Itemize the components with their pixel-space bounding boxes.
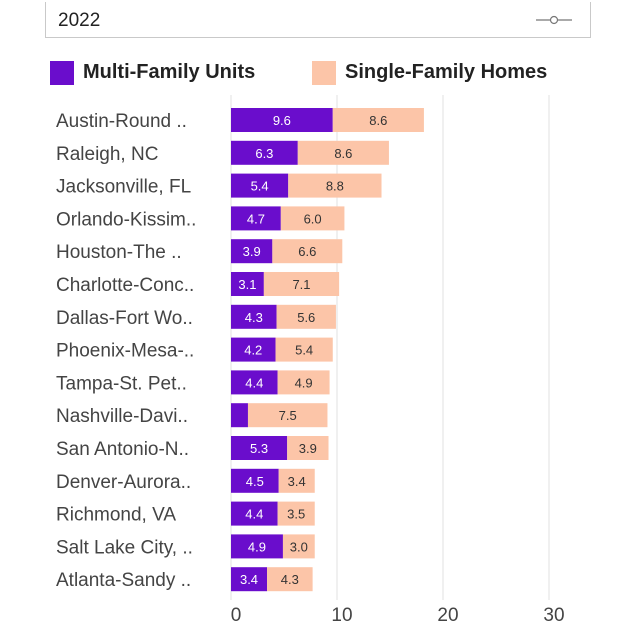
bar-single-family (276, 304, 336, 329)
bar-single-family (278, 468, 315, 493)
x-tick-label: 0 (231, 605, 242, 623)
bar-single-family (288, 173, 382, 198)
bar-multi-family (231, 239, 273, 264)
bar-multi-family (231, 436, 288, 460)
data-label-multi-family: 6.3 (255, 146, 273, 161)
data-label-multi-family: 4.2 (244, 343, 262, 358)
category-label: Denver-Aurora.. (56, 472, 191, 493)
category-label: Atlanta-Sandy .. (56, 570, 191, 591)
data-label-single-family: 7.5 (279, 408, 297, 423)
data-label-single-family: 5.4 (295, 343, 313, 358)
category-label: Orlando-Kissim.. (56, 209, 196, 230)
data-label-multi-family: 5.4 (251, 179, 269, 194)
category-label: Raleigh, NC (56, 144, 158, 165)
year-selector[interactable]: 2022 (45, 2, 591, 38)
bar-single-family (267, 567, 313, 592)
category-label: Tampa-St. Pet.. (56, 373, 187, 394)
bar-single-family (247, 403, 328, 428)
category-label: San Antonio-N.. (56, 439, 189, 460)
category-label: Richmond, VA (56, 505, 176, 526)
legend-label-multi-family: Multi-Family Units (83, 61, 256, 83)
data-label-single-family: 3.9 (299, 441, 317, 456)
bar-multi-family (231, 403, 248, 428)
data-label-single-family: 8.8 (326, 179, 344, 194)
bar-multi-family (231, 468, 279, 493)
bar-single-family (272, 239, 343, 264)
legend-swatch-multi-family (50, 61, 74, 85)
category-label: Jacksonville, FL (56, 177, 191, 198)
bar-single-family (282, 534, 315, 559)
category-label: Nashville-Davi.. (56, 406, 188, 427)
data-label-multi-family: 4.9 (248, 539, 266, 554)
category-label: Salt Lake City, .. (56, 537, 193, 558)
bar-multi-family (231, 304, 277, 329)
data-label-multi-family: 9.6 (273, 113, 291, 128)
bar-multi-family (231, 173, 289, 198)
bar-multi-family (231, 370, 278, 395)
data-label-single-family: 3.4 (288, 474, 306, 489)
data-label-multi-family: 3.4 (240, 572, 258, 587)
legend-swatch-single-family (312, 61, 336, 85)
data-label-single-family: 3.5 (287, 507, 305, 522)
data-label-single-family: 8.6 (334, 146, 352, 161)
slider-icon[interactable] (536, 13, 572, 27)
category-label: Phoenix-Mesa-.. (56, 341, 194, 362)
data-label-multi-family: 5.3 (250, 441, 268, 456)
bar-single-family (275, 337, 333, 362)
data-label-single-family: 3.0 (290, 539, 308, 554)
data-label-single-family: 6.6 (298, 244, 316, 259)
legend-label-single-family: Single-Family Homes (345, 61, 548, 83)
data-label-single-family: 4.3 (281, 572, 299, 587)
data-label-single-family: 4.9 (295, 375, 313, 390)
bar-multi-family (231, 140, 298, 165)
x-tick-label: 30 (543, 605, 564, 623)
data-label-single-family: 6.0 (304, 211, 322, 226)
data-label-single-family: 5.6 (297, 310, 315, 325)
year-selector-value: 2022 (58, 10, 101, 31)
category-label: Dallas-Fort Wo.. (56, 308, 193, 329)
category-label: Austin-Round .. (56, 111, 187, 132)
data-label-multi-family: 4.7 (247, 211, 265, 226)
data-label-multi-family: 4.3 (245, 310, 263, 325)
bar-single-family (332, 108, 424, 132)
bar-multi-family (231, 206, 281, 231)
bar-single-family (297, 140, 389, 165)
category-label: Houston-The .. (56, 242, 182, 263)
stacked-bar-chart: Austin-Round .. 9.6 8.6 Raleigh, NC 6.3 8.6 Ja… (56, 95, 565, 623)
data-label-single-family: 8.6 (369, 113, 387, 128)
x-tick-label: 20 (437, 605, 458, 623)
bar-multi-family (231, 501, 278, 526)
category-label: Charlotte-Conc.. (56, 275, 194, 296)
data-label-multi-family: 3.9 (243, 244, 261, 259)
data-label-single-family: 7.1 (292, 277, 310, 292)
bar-single-family (280, 206, 345, 231)
bar-single-family (263, 272, 340, 296)
bar-multi-family (231, 272, 264, 296)
bar-single-family (287, 436, 329, 460)
bar-multi-family (231, 108, 333, 132)
bar-single-family (277, 501, 315, 526)
bar-multi-family (231, 534, 283, 559)
bar-multi-family (231, 337, 276, 362)
bar-multi-family (231, 567, 268, 592)
bar-single-family (277, 370, 330, 395)
data-label-multi-family: 4.4 (245, 375, 263, 390)
data-label-multi-family: 4.4 (245, 507, 263, 522)
x-tick-label: 10 (331, 605, 352, 623)
data-label-multi-family: 4.5 (246, 474, 264, 489)
data-label-multi-family: 3.1 (238, 277, 256, 292)
